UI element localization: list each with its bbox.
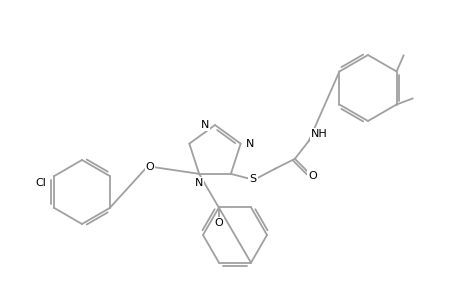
Text: NH: NH <box>310 129 327 139</box>
Text: N: N <box>245 139 253 149</box>
Text: Cl: Cl <box>35 178 46 188</box>
Text: S: S <box>249 174 256 184</box>
Text: O: O <box>214 218 223 228</box>
Text: O: O <box>308 171 317 181</box>
Text: N: N <box>195 178 203 188</box>
Text: O: O <box>146 162 154 172</box>
Text: N: N <box>200 120 208 130</box>
